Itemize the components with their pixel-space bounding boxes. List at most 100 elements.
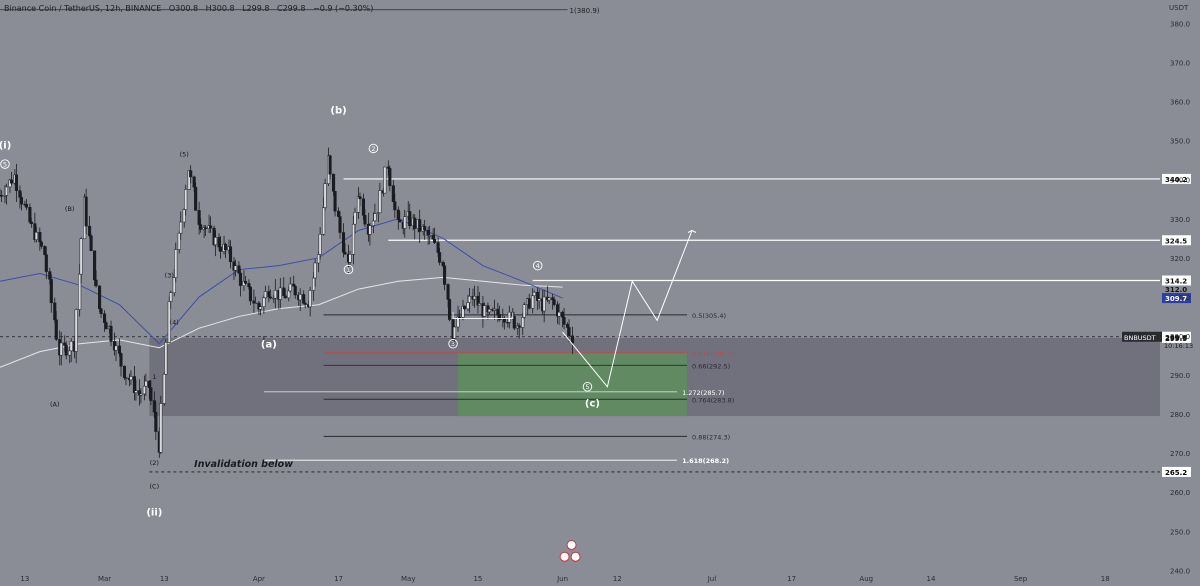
wave-circle [532,260,543,271]
x-tick: 17 [787,575,796,583]
candle-body [443,265,447,285]
x-tick: Mar [98,575,111,583]
wave-circle-label: 1 [346,266,350,274]
wave-label: (2) [150,459,159,467]
candle-body [487,308,491,313]
candle-body [482,305,486,317]
price-tag-label: 324.5 [1165,237,1187,245]
candle-body [542,296,546,312]
candle-body [388,168,392,186]
candle-body [522,304,526,318]
x-tick: 12 [613,575,622,583]
candles [0,147,575,458]
candle-body [423,226,427,231]
candle-body [84,196,88,227]
candle-body [361,198,365,216]
candle-body [287,290,291,299]
candle-body [233,265,238,271]
candle-body [267,291,271,298]
candle-body [9,179,14,184]
candle-body [282,287,286,297]
candle-body [184,189,188,210]
wave-label: (i) [0,140,11,151]
candle-body [363,215,367,225]
candle-body [448,299,452,320]
wave-circle [582,382,593,392]
candle-body [94,279,98,287]
candle-body [49,279,53,304]
candle-body [332,173,336,192]
candle-body [93,250,97,281]
candle-body [209,225,213,229]
y-tick: 300.0 [1170,333,1190,341]
price-axis [1162,173,1191,477]
x-tick: 17 [334,575,343,583]
candle-body [144,380,148,387]
candle-body [348,254,352,263]
candle-body [192,176,196,188]
wave-circle [343,264,354,275]
candle-body [247,283,251,288]
candle-body [497,314,501,320]
y-tick: 310.0 [1170,294,1190,302]
symbol-title[interactable]: Binance Coin / TetherUS, 12h, BINANCE [4,4,162,13]
candle-body [78,273,82,310]
candle-body [532,292,536,296]
candle-body [124,377,128,379]
candle-body [561,311,565,318]
candle-body [147,380,151,388]
wave-label: (A) [50,400,60,408]
candle-body [24,204,28,208]
y-tick: 270.0 [1170,450,1190,458]
wave-label: (c) [585,398,600,409]
candle-body [396,209,400,220]
candle-body [164,342,168,375]
candle-body [98,285,102,309]
candle-body [341,232,346,253]
candle-body [557,311,561,317]
y-tick: 250.0 [1170,528,1190,536]
last-label: BNBUSDT [1124,334,1156,342]
candle-body [318,234,322,255]
candle-body [313,262,317,279]
x-tick: 18 [1101,575,1110,583]
candle-body [114,345,118,351]
y-tick: 290.0 [1170,372,1190,380]
candle-body [122,365,127,378]
high-value: H300.8 [205,4,235,13]
candle-body [68,350,72,356]
candle-body [371,220,375,226]
wave-circle [448,339,458,349]
candle-body [312,277,316,291]
candle-body [398,219,402,223]
candle-body [431,235,435,240]
fib-label: 0.618(295.7) [692,350,734,358]
x-tick: 14 [927,575,936,583]
candle-body [258,306,262,310]
candle-body [531,295,535,309]
candle-body [4,186,9,196]
candle-body [189,170,193,178]
candle-body [517,325,521,328]
candle-body [393,201,397,211]
candle-body [64,344,68,356]
candle-body [570,335,575,344]
candle-body [436,242,440,253]
candle-body [467,296,472,303]
candle-body [502,318,506,323]
y-tick: 370.0 [1170,60,1190,68]
candle-body [336,210,341,217]
candle-body [338,216,342,233]
candle-body [204,227,208,229]
y-tick: 330.0 [1170,216,1190,224]
candle-body [472,295,477,300]
wave-circle-label: 2 [371,145,375,153]
candle-body [551,297,555,300]
wave-label: (3) [165,271,174,279]
symbol-header[interactable]: Binance Coin / TetherUS, 12h, BINANCE O3… [4,4,378,13]
y-tick: 360.0 [1170,99,1190,107]
candle-body [378,190,382,214]
countdown-label: 10:16:13 [1164,342,1193,350]
candle-body [152,400,156,413]
